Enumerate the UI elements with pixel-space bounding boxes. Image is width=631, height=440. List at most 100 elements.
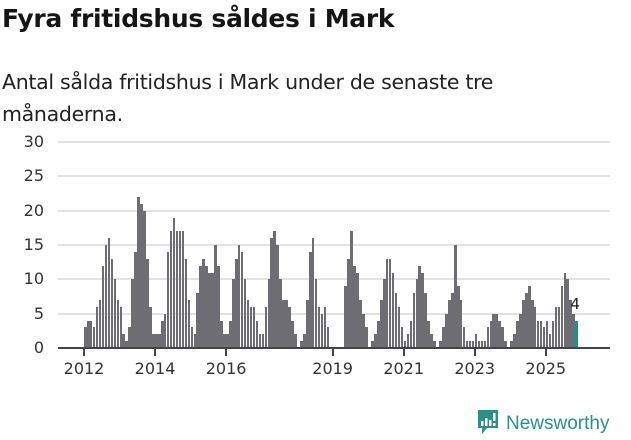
x-tick: [544, 349, 547, 356]
x-tick: [473, 349, 476, 356]
bar: [134, 251, 137, 348]
bar: [122, 334, 126, 348]
x-tick-label: 2021: [383, 359, 425, 378]
x-tick-label: 2016: [205, 359, 247, 378]
bar: [125, 341, 128, 348]
bar: [92, 327, 96, 348]
bar: [270, 238, 274, 348]
bar: [196, 293, 200, 348]
bar: [288, 306, 291, 348]
bar: [377, 320, 380, 348]
logo-text: Newsworthy: [506, 413, 610, 434]
bar: [560, 286, 564, 348]
x-tick-label: 2025: [525, 359, 567, 378]
bar: [155, 334, 158, 348]
bar: [152, 334, 155, 348]
bar: [113, 279, 117, 348]
bar: [291, 320, 294, 348]
bar: [353, 265, 356, 348]
bar: [344, 286, 348, 348]
bar: [169, 231, 173, 348]
bar: [255, 320, 259, 348]
bar: [394, 293, 398, 348]
bar: [516, 320, 519, 348]
bar-series: [0, 130, 631, 348]
chart-subtitle: Antal sålda fritidshus i Mark under de s…: [2, 70, 494, 126]
y-tick-label: 30: [23, 132, 44, 151]
bar: [400, 327, 404, 348]
gridline: [58, 175, 610, 178]
bar: [409, 320, 413, 348]
x-tick-label: 2019: [312, 359, 353, 378]
bar: [261, 334, 265, 348]
bar: [536, 320, 540, 348]
bar: [451, 293, 454, 348]
bar: [495, 313, 498, 348]
bar: [110, 258, 114, 348]
bar: [462, 327, 466, 348]
bar: [427, 320, 430, 348]
y-tick-label: 15: [23, 235, 44, 254]
bar: [190, 327, 194, 348]
bar: [465, 341, 469, 348]
bar: [146, 258, 149, 348]
bar: [205, 265, 208, 348]
bar: [181, 231, 185, 348]
bar: [542, 327, 546, 348]
bar-chart-speech-bubble-icon: [476, 408, 500, 440]
bar: [504, 341, 507, 348]
bar: [187, 299, 191, 348]
newsworthy-logo[interactable]: Newsworthy: [476, 408, 609, 440]
bar: [439, 341, 442, 348]
bar: [418, 265, 422, 348]
bar: [311, 238, 315, 348]
bar: [273, 231, 276, 348]
bar: [492, 313, 496, 348]
bar: [486, 327, 490, 348]
bar: [285, 299, 288, 348]
bar: [119, 306, 123, 348]
bar: [89, 320, 93, 348]
bar: [454, 245, 457, 348]
bar: [445, 313, 448, 348]
bar: [107, 238, 111, 348]
bar: [86, 320, 90, 348]
bar: [308, 251, 312, 348]
bar: [385, 258, 389, 348]
bar: [406, 334, 410, 348]
bar: [160, 320, 164, 348]
x-tick: [154, 349, 157, 356]
bar: [95, 306, 99, 348]
bar: [323, 306, 327, 348]
bar: [412, 293, 416, 348]
bar: [98, 299, 102, 348]
bar: [551, 320, 555, 348]
bar: [510, 341, 513, 348]
bar: [143, 210, 146, 348]
bar: [448, 299, 451, 348]
bar: [554, 306, 558, 348]
bar: [267, 279, 271, 348]
bar: [575, 320, 578, 348]
y-tick-label: 10: [23, 269, 44, 289]
bar: [388, 258, 392, 348]
bar: [163, 313, 167, 348]
bar: [279, 279, 282, 348]
bar: [193, 334, 197, 348]
bar: [459, 299, 463, 348]
bar: [199, 265, 202, 348]
bar: [276, 245, 279, 348]
bar: [501, 327, 504, 348]
chart-title: Fyra fritidshus såldes i Mark: [2, 4, 395, 33]
bar: [137, 196, 140, 348]
bar: [226, 334, 229, 348]
bar: [557, 306, 561, 348]
bar: [566, 279, 570, 348]
bar: [522, 299, 525, 348]
bar: [403, 341, 407, 348]
bar: [303, 334, 306, 348]
bar: [356, 272, 359, 348]
bar: [468, 341, 472, 348]
bar: [220, 320, 223, 348]
bar: [282, 299, 285, 348]
